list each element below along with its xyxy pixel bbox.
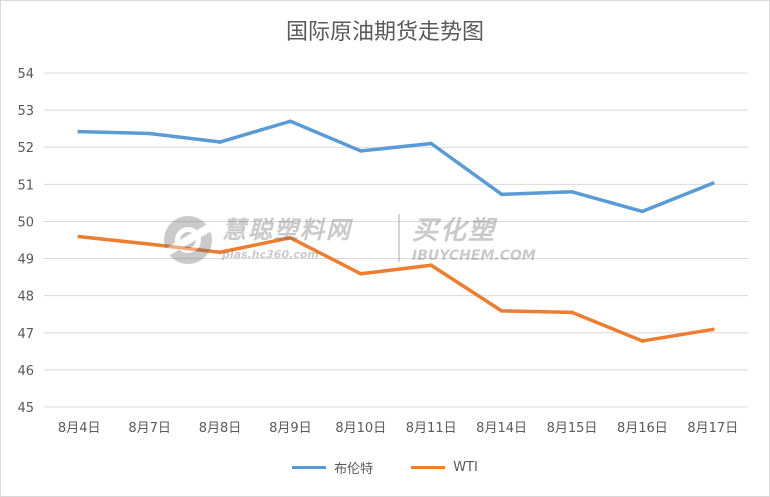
data-point [711,327,715,332]
watermark-brand: 慧聪塑料网 [222,216,352,244]
x-tick-label: 8月17日 [687,421,738,436]
y-tick-label: 51 [17,178,34,193]
data-point [570,189,574,194]
y-tick-label: 48 [17,290,34,305]
legend-item-brent: 布伦特 [292,458,373,477]
x-tick-label: 8月11日 [406,421,457,436]
data-point [429,263,434,268]
chart-title: 国际原油期货走势图 [285,20,484,45]
x-tick-label: 8月16日 [617,421,668,436]
data-point [640,339,645,343]
y-tick-label: 49 [17,253,34,268]
x-tick-label: 8月10日 [335,421,386,436]
series-line [77,234,715,343]
data-point [147,242,152,246]
data-point [147,131,152,136]
x-tick-label: 8月14日 [476,421,527,436]
x-tick-label: 8月9日 [269,421,312,436]
data-point [499,192,504,197]
data-point [359,149,363,153]
legend-swatch-brent [292,466,327,469]
watermark-divider [398,214,400,262]
y-tick-label: 53 [17,104,34,119]
y-tick-label: 52 [17,141,34,156]
data-point [359,271,363,276]
data-point [640,209,645,214]
legend-label-brent: 布伦特 [334,462,374,477]
data-point [288,235,293,240]
legend-label-wti: WTI [453,460,478,475]
watermark-url: plas.hc360.com [222,248,319,261]
x-tick-label: 8月15日 [547,421,598,436]
data-point [429,141,434,146]
x-tick-label: 8月7日 [128,421,171,436]
data-point [711,181,715,186]
legend-swatch-wti [411,466,446,469]
legend-item-wti: WTI [411,458,478,477]
data-point [499,309,504,313]
y-tick-label: 45 [17,401,34,416]
x-tick-label: 8月8日 [199,421,242,436]
chart-legend: 布伦特 WTI [0,458,770,477]
data-point [288,119,293,124]
y-tick-label: 54 [17,67,34,82]
data-point [570,310,574,315]
data-point [218,250,222,255]
data-point [77,234,81,239]
watermark-logo-icon [164,216,212,264]
y-tick-label: 47 [17,327,34,342]
watermark-url-2: IBUYCHEM.COM [412,248,536,264]
y-tick-label: 50 [17,215,34,230]
watermark: 慧聪塑料网 plas.hc360.com 买化塑 IBUYCHEM.COM [160,208,600,272]
data-point [77,129,81,134]
data-point [218,140,222,144]
x-tick-label: 8月4日 [58,421,101,436]
y-tick-label: 46 [17,364,34,379]
series-line [77,119,715,214]
watermark-brand-2: 买化塑 [412,216,497,246]
